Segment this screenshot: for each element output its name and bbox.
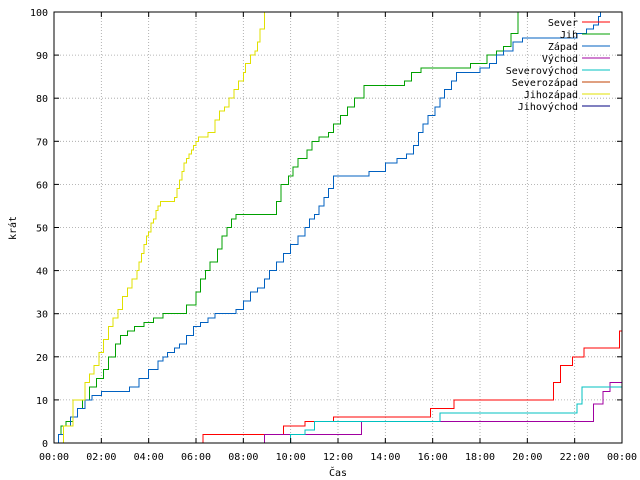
x-tick-label: 22:00 (560, 452, 590, 463)
x-tick-label: 18:00 (465, 452, 495, 463)
series-lines (54, 12, 623, 444)
x-tick-label: 00:00 (607, 452, 637, 463)
x-tick-label: 04:00 (134, 452, 164, 463)
x-ticks: 00:00 02:00 04:00 06:00 08:00 10:00 12:00 14:00… (39, 12, 637, 463)
y-tick-label: 60 (36, 180, 48, 191)
legend-label-jih: Jih (560, 30, 578, 41)
x-tick-label: 20:00 (512, 452, 542, 463)
y-tick-label: 20 (36, 353, 48, 364)
y-tick-label: 90 (36, 51, 48, 62)
series-line-severovychod (54, 365, 623, 444)
legend-label-severovychod: Severovýchod (506, 65, 578, 77)
legend-label-sever: Sever (548, 18, 578, 29)
y-ticks: 0 10 20 30 40 50 60 70 80 90 100 (30, 8, 622, 450)
series-line-sever (54, 330, 622, 444)
series-line-jihozapad (54, 12, 266, 444)
legend: SeverJihZápadVýchodSeverovýchodSeverozáp… (506, 18, 610, 113)
legend-label-zapad: Západ (548, 41, 578, 53)
legend-label-severozapad: Severozápad (512, 77, 578, 89)
y-tick-label: 0 (42, 439, 48, 450)
x-axis-label: Čas (329, 466, 347, 479)
x-tick-label: 14:00 (370, 452, 400, 463)
x-tick-label: 02:00 (86, 452, 116, 463)
x-tick-label: 10:00 (276, 452, 306, 463)
legend-label-jihovychod: Jihovýchod (518, 101, 578, 113)
series-line-zapad (54, 12, 602, 444)
x-tick-label: 08:00 (228, 452, 258, 463)
y-axis-label: krát (7, 216, 19, 240)
y-tick-label: 100 (30, 8, 48, 19)
y-tick-label: 10 (36, 396, 48, 407)
x-tick-label: 16:00 (418, 452, 448, 463)
y-tick-label: 70 (36, 137, 48, 148)
series-line-vychod (54, 382, 622, 444)
y-tick-label: 80 (36, 94, 48, 105)
y-tick-label: 30 (36, 310, 48, 321)
y-tick-label: 50 (36, 224, 48, 235)
y-tick-label: 40 (36, 267, 48, 278)
legend-label-jihozapad: Jihozápad (524, 89, 578, 101)
x-tick-label: 12:00 (323, 452, 353, 463)
x-tick-label: 00:00 (39, 452, 69, 463)
series-line-jih (54, 12, 519, 444)
x-tick-label: 06:00 (181, 452, 211, 463)
legend-label-vychod: Východ (542, 53, 578, 65)
